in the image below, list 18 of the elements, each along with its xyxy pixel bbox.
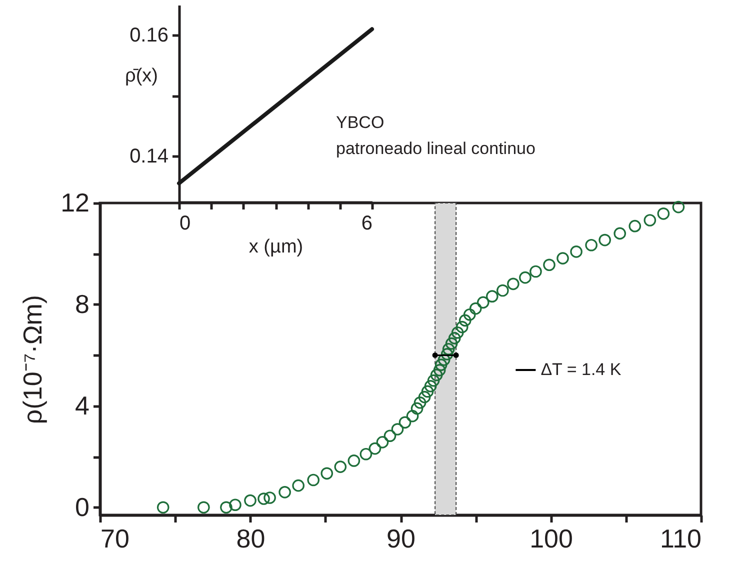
- y-tick-label: 4: [75, 390, 90, 420]
- y-tick-label: 12: [60, 188, 90, 218]
- legend-label: ΔT = 1.4 K: [540, 360, 622, 379]
- x-tick-label: 90: [386, 524, 416, 554]
- y-axis-title: ρ(10⁻⁷·Ωm): [18, 294, 48, 424]
- y-tick-label: 8: [75, 288, 90, 319]
- x-tick-label: 70: [100, 524, 130, 554]
- x-axis-title: x (µm): [248, 236, 304, 258]
- annotation: YBCO: [336, 113, 384, 132]
- x-tick-label: 110: [660, 524, 702, 554]
- annotation: patroneado lineal continuo: [336, 139, 536, 158]
- x-tick-label: 6: [361, 212, 372, 234]
- y-tick-label: 0.16: [130, 24, 168, 47]
- x-tick-label: 100: [530, 524, 573, 554]
- x-tick-label: 80: [236, 524, 266, 554]
- y-tick-label: 0.14: [130, 146, 168, 168]
- y-tick-label: 0: [75, 492, 90, 522]
- y-axis-title: ρ̄(x): [125, 66, 158, 86]
